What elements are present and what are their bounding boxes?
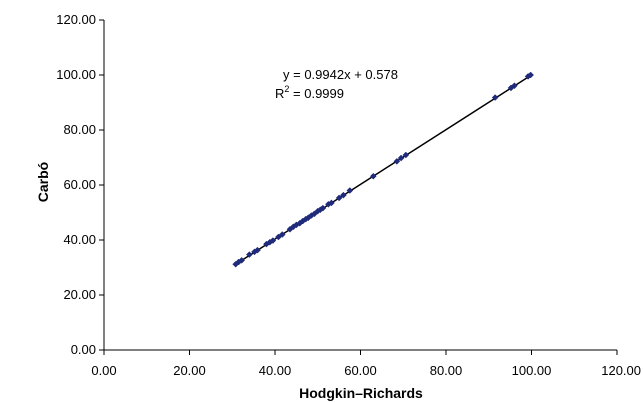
- r-squared-label: R2 = 0.9999: [275, 84, 344, 101]
- data-point: [393, 157, 401, 165]
- data-point: [269, 237, 277, 244]
- data-point: [319, 204, 327, 212]
- y-tick-label: 40.00: [63, 232, 96, 247]
- y-tick-label: 120.00: [56, 12, 96, 27]
- x-tick-label: 0.00: [91, 363, 116, 378]
- data-point: [369, 172, 377, 180]
- x-tick-label: 60.00: [344, 363, 377, 378]
- trendline: [235, 74, 532, 265]
- data-point: [491, 94, 499, 101]
- data-point: [346, 187, 354, 194]
- data-point: [245, 251, 253, 258]
- data-point: [397, 154, 405, 162]
- data-point: [238, 256, 246, 264]
- data-point: [527, 71, 534, 79]
- data-point: [511, 82, 518, 90]
- y-axis-ticks: 0.00 20.00 40.00 60.00 80.00 100.00 120.00: [56, 12, 104, 357]
- x-tick-label: 20.00: [173, 363, 206, 378]
- data-point: [278, 231, 286, 238]
- x-axis-title: Hodgkin–Richards: [299, 385, 423, 401]
- data-point: [340, 191, 347, 199]
- x-tick-label: 100.00: [512, 363, 552, 378]
- y-tick-label: 0.00: [71, 342, 96, 357]
- data-points: [232, 71, 534, 268]
- y-tick-label: 20.00: [63, 287, 96, 302]
- x-tick-label: 80.00: [430, 363, 463, 378]
- x-tick-label: 40.00: [259, 363, 292, 378]
- y-tick-label: 80.00: [63, 122, 96, 137]
- y-tick-label: 60.00: [63, 177, 96, 192]
- data-point: [335, 194, 343, 202]
- data-point: [328, 199, 335, 207]
- y-tick-label: 100.00: [56, 67, 96, 82]
- y-axis-title: Carbó: [35, 162, 51, 202]
- x-axis-ticks: 0.00 20.00 40.00 60.00 80.00 100.00 120.00: [91, 350, 641, 378]
- data-point: [402, 151, 410, 159]
- trendline-equation: y = 0.9942x + 0.578: [283, 67, 398, 82]
- data-point: [254, 246, 261, 254]
- x-tick-label: 120.00: [601, 363, 641, 378]
